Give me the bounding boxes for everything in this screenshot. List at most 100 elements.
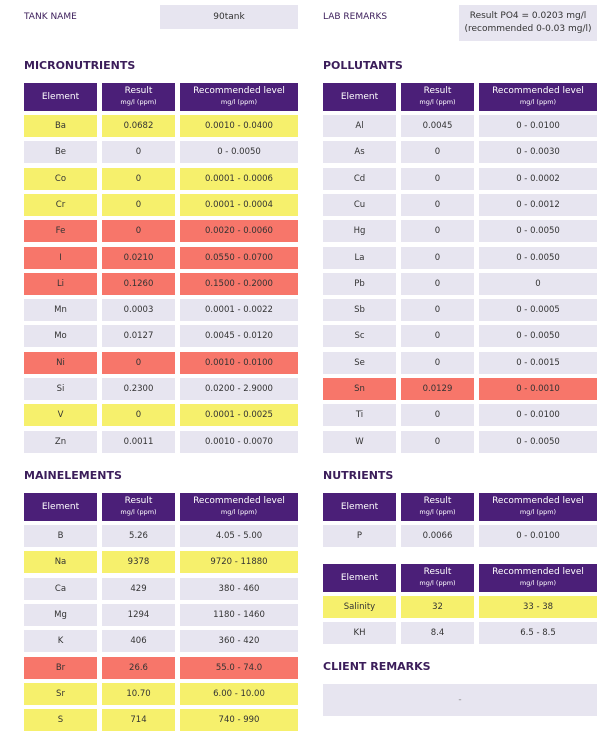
table-cell: 0 xyxy=(401,272,474,295)
table-cell: 0 - 0.0002 xyxy=(479,167,597,190)
column-header: Result mg/l (ppm) xyxy=(102,493,175,521)
table-cell: 0.0001 - 0.0022 xyxy=(180,299,298,322)
table-cell: Co xyxy=(24,167,97,190)
table-cell: 0 xyxy=(102,167,175,190)
column-unit: mg/l (ppm) xyxy=(120,508,157,516)
table-cell: 0 - 0.0050 xyxy=(479,220,597,243)
table-cell: Cd xyxy=(323,167,396,190)
table-cell: Mo xyxy=(24,325,97,348)
table-cell: Cr xyxy=(24,193,97,216)
table-cell: W xyxy=(323,430,396,453)
table-cell: 0 xyxy=(401,141,474,164)
column-header: Result mg/l (ppm) xyxy=(401,493,474,521)
table-cell: 0 xyxy=(401,351,474,374)
table-cell: Al xyxy=(323,115,396,137)
table-cell: Ni xyxy=(24,351,97,374)
table-cell: 0 - 0.0015 xyxy=(479,351,597,374)
table-cell: 380 - 460 xyxy=(180,577,298,600)
table-cell: 360 - 420 xyxy=(180,630,298,653)
table-cell: 0.1260 xyxy=(102,272,175,295)
table-cell: 0.0010 - 0.0070 xyxy=(180,430,298,453)
table-cell: Ba xyxy=(24,115,97,137)
table-cell: 0 - 0.0010 xyxy=(479,378,597,400)
table-cell: 0.0020 - 0.0060 xyxy=(180,220,298,243)
table-cell: 740 - 990 xyxy=(180,709,298,732)
table-cell: Mn xyxy=(24,299,97,322)
table-cell: 0.2300 xyxy=(102,378,175,400)
table-cell: 0 xyxy=(479,272,597,295)
column-title: Result xyxy=(423,496,452,506)
table-cell: Ti xyxy=(323,404,396,427)
section-title: POLLUTANTS xyxy=(323,59,403,72)
table-cell: 0 - 0.0050 xyxy=(479,430,597,453)
column-unit: mg/l (ppm) xyxy=(220,98,258,106)
table-cell: 0.0003 xyxy=(102,299,175,322)
table-cell: Mg xyxy=(24,603,97,626)
table-cell: 9720 - 11880 xyxy=(180,551,298,574)
table-cell: 4.05 - 5.00 xyxy=(180,525,298,547)
column-title: Recommended level xyxy=(492,567,584,577)
table-cell: 9378 xyxy=(102,551,175,574)
remark-line: (recommended 0-0.03 mg/l) xyxy=(464,24,592,34)
column-unit: mg/l (ppm) xyxy=(120,98,157,106)
column-header: Recommended level mg/l (ppm) xyxy=(180,493,298,521)
table-cell: 0 - 0.0012 xyxy=(479,193,597,216)
table-cell: 0.0045 xyxy=(401,115,474,137)
table-cell: 0 xyxy=(401,325,474,348)
table-cell: 0 - 0.0100 xyxy=(479,525,597,547)
table-cell: 0.0011 xyxy=(102,430,175,453)
table-cell: 0 xyxy=(401,430,474,453)
table-cell: Be xyxy=(24,141,97,164)
table-cell: 6.00 - 10.00 xyxy=(180,682,298,705)
table-cell: 26.6 xyxy=(102,656,175,679)
table-cell: 0 xyxy=(102,351,175,374)
label: LAB REMARKS xyxy=(323,12,388,22)
table-cell: Fe xyxy=(24,220,97,243)
column-title: Recommended level xyxy=(492,86,584,96)
table-cell: I xyxy=(24,246,97,269)
table-cell: 8.4 xyxy=(401,622,474,645)
column-header: Recommended level mg/l (ppm) xyxy=(180,83,298,111)
table-cell: 0 xyxy=(102,193,175,216)
table-cell: Cu xyxy=(323,193,396,216)
table-cell: Zn xyxy=(24,430,97,453)
column-title: Result xyxy=(124,496,153,506)
value-box: Result PO4 = 0.0203 mg/l (recommended 0-0… xyxy=(459,5,597,41)
table-cell: 0.0200 - 2.9000 xyxy=(180,378,298,400)
column-header: Recommended level mg/l (ppm) xyxy=(479,564,597,592)
table-cell: 0 xyxy=(401,167,474,190)
column-title: Element xyxy=(340,501,379,512)
column-title: Result xyxy=(423,86,452,96)
table-cell: B xyxy=(24,525,97,547)
table-cell: 0 - 0.0100 xyxy=(479,115,597,137)
section-title: MICRONUTRIENTS xyxy=(24,59,136,72)
table-cell: Pb xyxy=(323,272,396,295)
table-cell: 0 - 0.0005 xyxy=(479,299,597,322)
table-cell: 406 xyxy=(102,630,175,653)
table-cell: 55.0 - 74.0 xyxy=(180,656,298,679)
table-cell: S xyxy=(24,709,97,732)
table-cell: 33 - 38 xyxy=(479,596,597,618)
table-cell: 0 xyxy=(401,404,474,427)
table-cell: 0 - 0.0050 xyxy=(479,246,597,269)
column-header: Result mg/l (ppm) xyxy=(401,83,474,111)
table-cell: 0.0010 - 0.0400 xyxy=(180,115,298,137)
column-header: Element xyxy=(323,493,396,521)
table-cell: Ca xyxy=(24,577,97,600)
table-cell: 0.0001 - 0.0006 xyxy=(180,167,298,190)
column-title: Element xyxy=(41,91,80,102)
table-cell: 6.5 - 8.5 xyxy=(479,622,597,645)
table-cell: 0.1500 - 0.2000 xyxy=(180,272,298,295)
table-cell: 0.0001 - 0.0004 xyxy=(180,193,298,216)
table-cell: P xyxy=(323,525,396,547)
remarks-box: - xyxy=(323,684,597,716)
table-cell: 0.0550 - 0.0700 xyxy=(180,246,298,269)
column-unit: mg/l (ppm) xyxy=(519,98,557,106)
table-cell: KH xyxy=(323,622,396,645)
column-header: Element xyxy=(323,83,396,111)
remark-line: Result PO4 = 0.0203 mg/l xyxy=(469,11,587,21)
table-cell: Salinity xyxy=(323,596,396,618)
table-cell: As xyxy=(323,141,396,164)
table-cell: 0 - 0.0050 xyxy=(180,141,298,164)
